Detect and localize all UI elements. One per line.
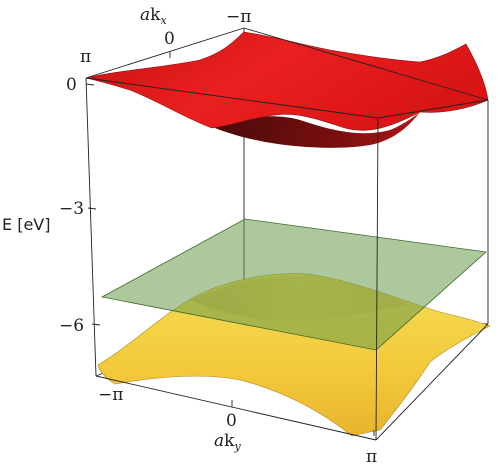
z-tick-minus6: −6 [59, 316, 84, 336]
plot-box-front [85, 27, 489, 441]
x-tick-pi: π [80, 47, 91, 67]
upper-band-surface [85, 31, 489, 131]
series-flat-band [100, 218, 487, 351]
flat-band-plane [100, 218, 487, 351]
x-axis-label: akx [140, 5, 167, 27]
z-tick-0: 0 [66, 75, 77, 95]
upper-band-underside [215, 112, 420, 148]
x-tick-0: 0 [164, 29, 175, 49]
y-tick-0: 0 [226, 411, 237, 431]
z-axis-label: E [eV] [2, 215, 50, 234]
tick-marks [85, 52, 375, 436]
z-tick-minus3: −3 [59, 199, 84, 219]
x-tick-minus-pi: −π [226, 7, 251, 27]
y-tick-pi: π [366, 447, 377, 467]
series-upper-band [85, 31, 489, 148]
y-tick-minus-pi: −π [98, 385, 123, 405]
y-axis-label: aky [214, 431, 241, 453]
